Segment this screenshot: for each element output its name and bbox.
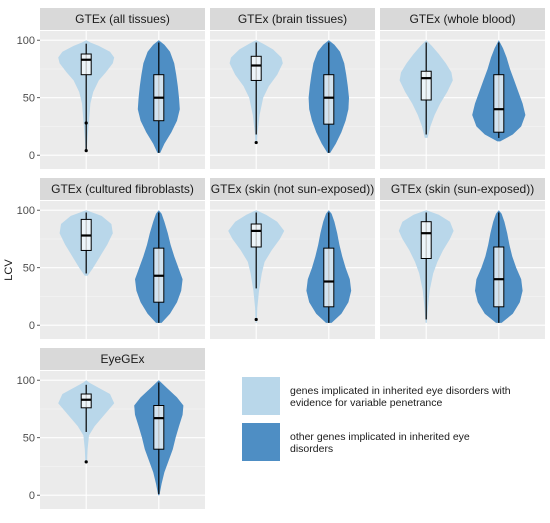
- legend-label-other: other genes implicated in inherited eye d…: [290, 431, 470, 455]
- y-tick-label: 0: [29, 150, 35, 162]
- facet-strip: [40, 178, 205, 200]
- panel-background: [210, 201, 375, 339]
- y-tick-label: 50: [23, 93, 35, 105]
- y-tick-label: 100: [17, 375, 35, 387]
- y-tick-label: 0: [29, 320, 35, 332]
- panel-background: [40, 371, 205, 509]
- legend-label-line: disorders: [290, 443, 333, 455]
- y-axis-title: LCV: [3, 259, 15, 281]
- facet-strip: [40, 348, 205, 370]
- facet-title: GTEx (skin (not sun-exposed)): [211, 182, 374, 196]
- box-other: [323, 74, 335, 125]
- facet-title: GTEx (all tissues): [75, 12, 170, 26]
- panel-3: GTEx (whole blood): [380, 8, 545, 169]
- legend-label-variable: genes implicated in inherited eye disord…: [290, 385, 511, 409]
- box-variable: [80, 53, 92, 76]
- box-other: [323, 247, 335, 308]
- facet-title: GTEx (whole blood): [409, 12, 515, 26]
- y-tick-label: 50: [23, 433, 35, 445]
- box-variable: [250, 223, 262, 248]
- panel-1: GTEx (all tissues) 0 50 100: [17, 8, 205, 169]
- legend-label-line: genes implicated in inherited eye disord…: [290, 385, 511, 397]
- panel-background: [210, 31, 375, 169]
- y-tick-label: 0: [29, 490, 35, 502]
- legend-key-variable: [242, 377, 280, 415]
- y-tick-label: 100: [17, 35, 35, 47]
- box-other: [493, 74, 505, 133]
- y-tick-label: 100: [17, 205, 35, 217]
- facet-strip: [380, 8, 545, 30]
- panel-5: GTEx (skin (not sun-exposed)): [210, 178, 375, 339]
- outlier-point: [254, 317, 258, 322]
- facet-strip: [210, 178, 375, 200]
- facet-title: GTEx (brain tissues): [238, 12, 347, 26]
- facet-strip: [210, 8, 375, 30]
- facet-strip: [380, 178, 545, 200]
- facet-title: GTEx (skin (sun-exposed)): [391, 182, 534, 196]
- outlier-point: [84, 460, 88, 464]
- legend-label-line: other genes implicated in inherited eye: [290, 431, 470, 443]
- box-variable: [420, 70, 432, 101]
- outlier-point: [84, 149, 88, 153]
- panel-4: GTEx (cultured fibroblasts) 0 50 100: [17, 178, 205, 339]
- box-variable: [420, 221, 432, 259]
- legend-label-line: evidence for variable penetrance: [290, 397, 443, 409]
- box-other: [153, 405, 165, 450]
- panel-7: EyeGEx 0 50 100: [17, 348, 205, 509]
- box-variable: [250, 55, 262, 81]
- legend: genes implicated in inherited eye disord…: [242, 377, 511, 461]
- y-tick-label: 50: [23, 263, 35, 275]
- facet-title: GTEx (cultured fibroblasts): [51, 182, 194, 196]
- panel-6: GTEx (skin (sun-exposed)): [380, 178, 545, 339]
- facet-strip: [40, 8, 205, 30]
- box-variable: [80, 393, 92, 409]
- box-other: [493, 246, 505, 308]
- outlier-point: [84, 121, 88, 125]
- facet-title: EyeGEx: [100, 352, 144, 366]
- legend-key-other: [242, 423, 280, 461]
- panel-2: GTEx (brain tissues): [210, 8, 375, 169]
- outlier-point: [254, 140, 258, 145]
